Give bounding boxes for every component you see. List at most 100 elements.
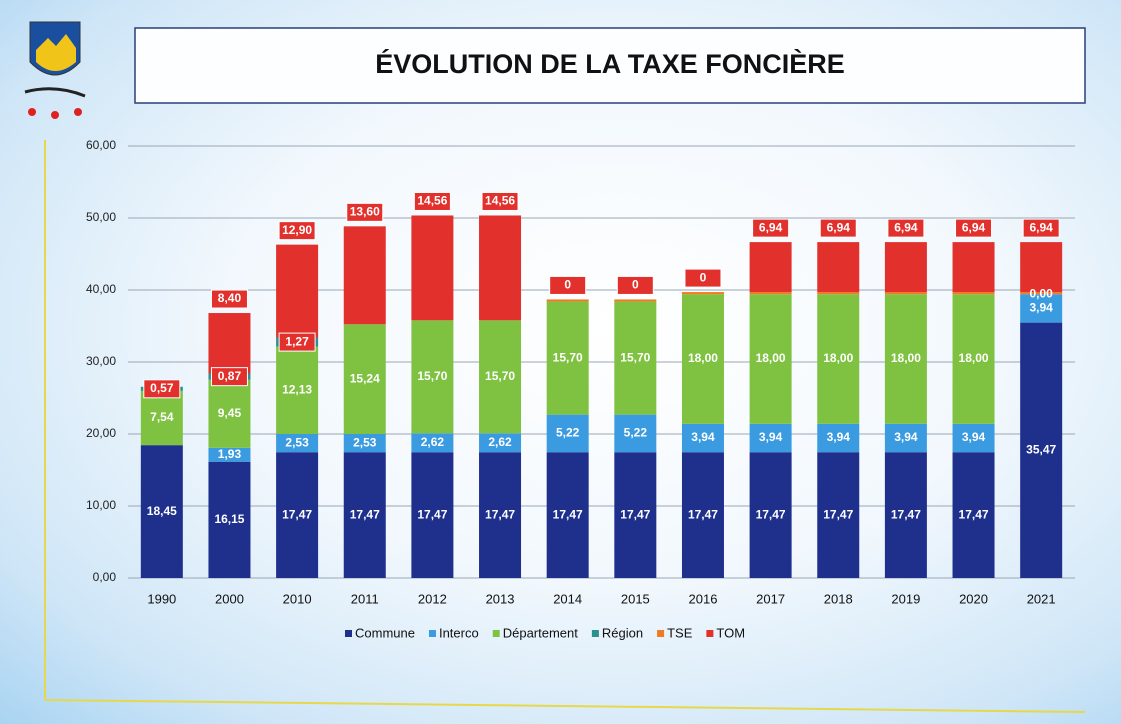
data-label: 5,22	[624, 426, 648, 440]
data-label: 6,94	[759, 220, 783, 234]
bar-segment	[411, 433, 454, 453]
bar-segment	[276, 244, 319, 338]
y-tick-label: 0,00	[93, 570, 117, 584]
bar-segment	[681, 423, 724, 453]
data-label: 0,57	[150, 381, 174, 395]
label-box	[887, 218, 925, 238]
bar-segment	[681, 292, 724, 295]
bar-segment	[817, 452, 860, 578]
data-label: 35,47	[1026, 442, 1056, 456]
bar-segment	[1020, 242, 1063, 293]
bar-segment	[208, 461, 251, 578]
data-label: 6,94	[962, 220, 986, 234]
y-tick-label: 40,00	[86, 282, 116, 296]
data-label: 17,47	[959, 507, 989, 521]
data-label: 0	[632, 278, 639, 292]
legend-label: Commune	[355, 625, 415, 640]
legend-label: Région	[602, 625, 643, 640]
bar-segment	[817, 423, 860, 453]
data-label: 17,47	[350, 507, 380, 521]
bar-segment	[1020, 294, 1063, 323]
label-box	[752, 218, 790, 238]
data-label: 17,47	[823, 507, 853, 521]
data-label: 2,53	[353, 435, 377, 449]
bar-segment	[208, 313, 251, 374]
legend-swatch	[706, 630, 714, 637]
x-tick-label: 2013	[486, 591, 515, 606]
data-label: 14,56	[485, 194, 515, 208]
data-label: 17,47	[688, 507, 718, 521]
bar-segment	[817, 242, 860, 293]
bar-segment	[479, 452, 522, 578]
bar-segment	[1020, 322, 1063, 578]
bar-segment	[479, 320, 522, 434]
x-tick-label: 2018	[824, 591, 853, 606]
data-label: 5,22	[556, 426, 580, 440]
bar-segment	[140, 445, 183, 578]
chart-title: ÉVOLUTION DE LA TAXE FONCIÈRE	[375, 48, 845, 79]
data-label: 2,53	[285, 435, 309, 449]
bar-segment	[749, 423, 792, 453]
data-label: 8,40	[218, 291, 242, 305]
bar-segment	[208, 379, 251, 448]
bar-segment	[952, 292, 995, 295]
legend-swatch	[591, 630, 599, 637]
data-label: 18,00	[688, 351, 718, 365]
bar-segment	[884, 242, 927, 293]
bar-segment	[614, 452, 657, 578]
bar-segment	[276, 452, 319, 578]
bar-segment	[343, 324, 386, 434]
data-label: 6,94	[894, 220, 918, 234]
x-tick-label: 2014	[553, 591, 582, 606]
data-label: 1,27	[285, 334, 309, 348]
bar-segment	[681, 294, 724, 424]
y-tick-label: 30,00	[86, 354, 116, 368]
data-label: 6,94	[1029, 220, 1053, 234]
data-label: 17,47	[282, 507, 312, 521]
y-tick-label: 10,00	[86, 498, 116, 512]
data-label: 17,47	[891, 507, 921, 521]
data-label: 9,45	[218, 406, 242, 420]
data-label: 15,70	[620, 350, 650, 364]
x-tick-label: 2021	[1027, 591, 1056, 606]
bar-segment	[276, 434, 319, 453]
bar-segment	[1020, 292, 1063, 295]
bar-segment	[140, 390, 183, 446]
x-tick-label: 2011	[351, 591, 379, 606]
label-box	[684, 268, 722, 288]
data-label: 18,45	[147, 504, 177, 518]
bar-segment	[411, 215, 454, 321]
data-label: 0,87	[218, 369, 242, 383]
label-box	[143, 379, 181, 399]
x-tick-label: 2020	[959, 591, 988, 606]
bar-segment	[546, 299, 589, 302]
data-label: 3,94	[962, 430, 986, 444]
label-box	[616, 275, 654, 295]
label-box	[210, 367, 248, 387]
bar-segment	[411, 452, 454, 578]
bar-segment	[884, 452, 927, 578]
bar-segment	[749, 292, 792, 295]
data-label: 18,00	[823, 351, 853, 365]
bar-segment	[479, 215, 522, 321]
label-box	[549, 275, 587, 295]
bar-segment	[749, 452, 792, 578]
label-box	[210, 289, 248, 309]
data-label: 15,70	[553, 350, 583, 364]
bar-segment	[614, 414, 657, 453]
bar-segment	[952, 294, 995, 424]
legend-label: Département	[503, 625, 579, 640]
data-label: 18,00	[891, 351, 921, 365]
bar-segment	[546, 414, 589, 453]
label-box	[346, 202, 384, 222]
data-label: 18,00	[756, 351, 786, 365]
bar-segment	[343, 452, 386, 578]
x-tick-label: 2012	[418, 591, 447, 606]
data-label: 17,47	[553, 507, 583, 521]
x-tick-label: 1990	[147, 591, 176, 606]
data-label: 3,94	[894, 430, 918, 444]
y-tick-label: 20,00	[86, 426, 116, 440]
logo	[24, 21, 86, 119]
